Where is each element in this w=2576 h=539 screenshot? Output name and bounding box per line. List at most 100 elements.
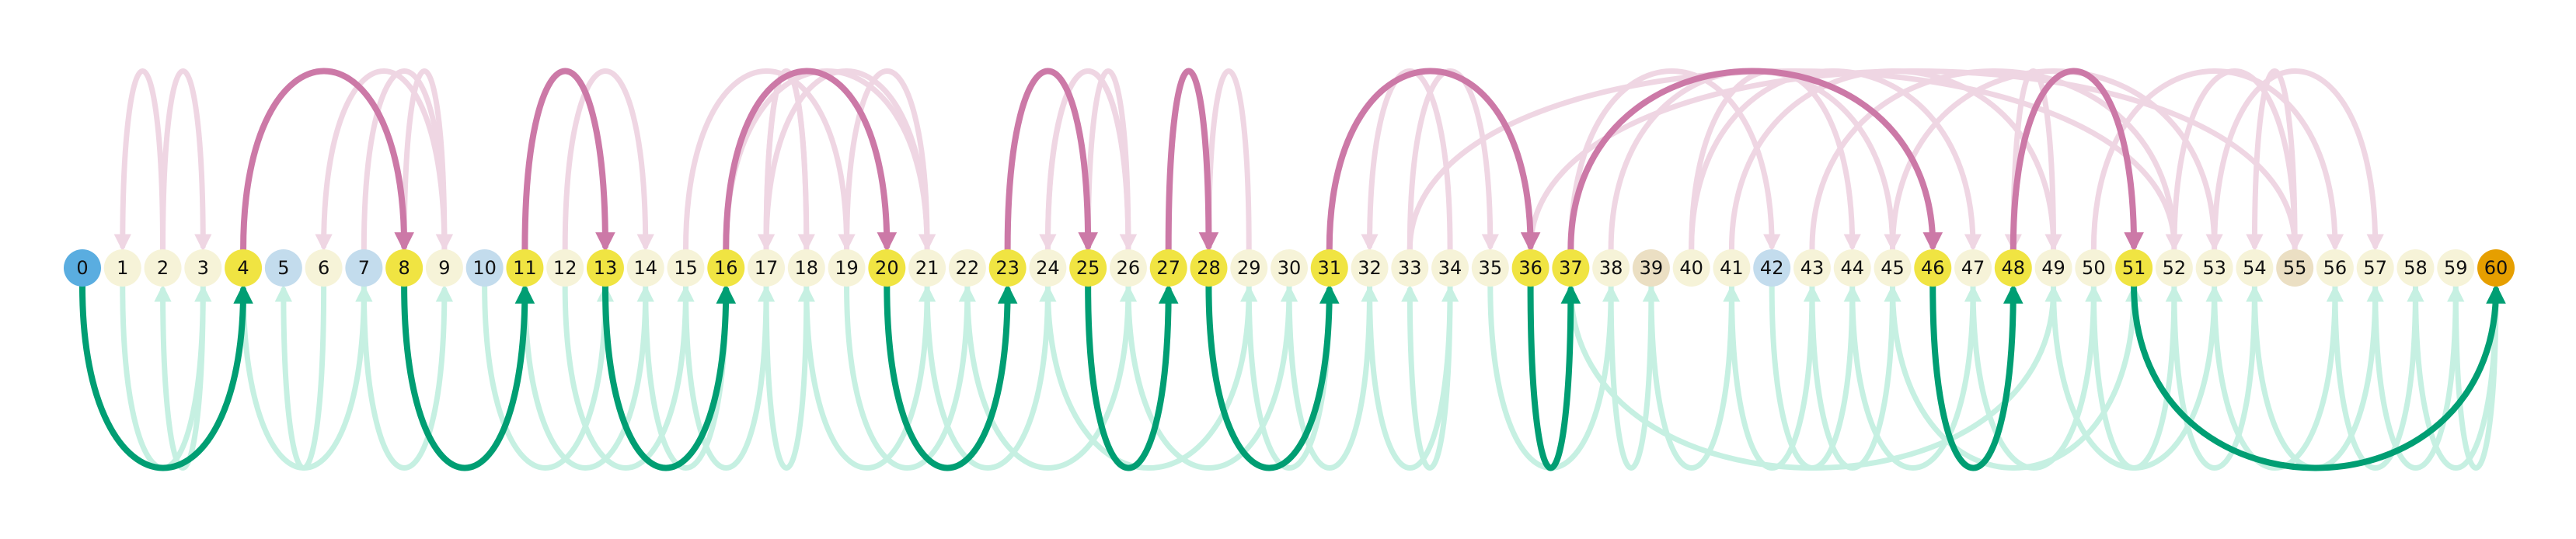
node-label-45: 45 [1881,257,1905,279]
upper-arc-37-to-46 [1567,68,1943,252]
node-16: 16 [707,249,745,287]
node-circle-34 [1431,249,1469,287]
node-11: 11 [506,249,544,287]
node-label-24: 24 [1036,257,1060,279]
node-label-5: 5 [277,257,289,279]
node-circle-14 [626,249,664,287]
node-27: 27 [1149,249,1187,287]
node-0: 0 [64,249,101,287]
upper-arc-48-to-51 [2010,68,2144,252]
node-label-52: 52 [2163,257,2187,279]
faded-upper-arc-53-to-57 [2212,68,2384,252]
faded-upper-arc-21-to-17 [757,68,930,252]
upper-arc-16-to-20 [723,68,898,252]
node-circle-0 [64,249,101,287]
node-circle-10 [465,249,504,287]
node-label-29: 29 [1237,257,1261,279]
faded-upper-arc-2-to-3 [160,68,212,252]
node-circle-8 [385,249,424,287]
lower-arc-25-to-27 [1085,283,1179,471]
node-label-25: 25 [1076,257,1100,279]
faded-lower-arc-53-to-56 [2212,283,2344,471]
lower-arc-28-to-31 [1205,283,1340,471]
node-label-3: 3 [197,257,209,279]
faded-upper-arc-8-to-9 [401,68,454,252]
faded-arcs-layer [113,68,2505,471]
node-circle-22 [948,249,986,287]
lower-arc-46-to-48 [1929,283,2024,471]
node-13: 13 [586,249,624,287]
upper-arc-27-to-28 [1165,68,1219,252]
node-circle-18 [787,249,825,287]
node-circle-30 [1271,249,1308,287]
node-6: 6 [305,249,343,287]
node-circle-13 [586,249,624,287]
faded-lower-arc-7-to-9 [361,283,454,471]
node-53: 53 [2195,249,2233,287]
node-circle-19 [828,249,866,287]
node-51: 51 [2115,249,2153,287]
node-circle-5 [264,249,302,287]
node-label-55: 55 [2283,257,2307,279]
node-25: 25 [1069,249,1107,287]
node-57: 57 [2356,249,2394,287]
node-label-47: 47 [1961,257,1985,279]
lower-arc-51-to-60 [2131,283,2506,471]
node-label-32: 32 [1358,257,1382,279]
node-33: 33 [1391,249,1429,287]
node-label-6: 6 [318,257,329,279]
node-21: 21 [908,249,946,287]
node-label-46: 46 [1921,257,1945,279]
node-circle-24 [1029,249,1067,287]
node-34: 34 [1431,249,1469,287]
faded-upper-arc-12-to-14 [562,68,654,252]
faded-upper-arc-9-to-6 [315,68,448,252]
node-46: 46 [1914,249,1952,287]
node-54: 54 [2236,249,2274,287]
faded-lower-arc-17-to-18 [763,283,815,471]
faded-upper-arc-26-to-24 [1039,68,1131,252]
node-circle-1 [103,249,141,287]
faded-lower-arc-56-to-58 [2332,283,2424,471]
node-label-33: 33 [1398,257,1422,279]
node-label-20: 20 [875,257,899,279]
node-label-34: 34 [1438,257,1462,279]
node-circle-59 [2437,249,2475,287]
active-arcs-layer [79,68,2506,471]
node-59: 59 [2437,249,2475,287]
node-circle-23 [988,249,1027,287]
node-circle-58 [2396,249,2435,287]
node-label-30: 30 [1278,257,1302,279]
faded-lower-arc-19-to-22 [844,283,977,471]
node-label-23: 23 [995,257,1020,279]
node-circle-40 [1672,249,1710,287]
node-circle-37 [1552,249,1590,287]
faded-upper-arc-29-to-28 [1200,68,1252,252]
lower-arc-20-to-23 [884,283,1018,471]
faded-upper-arc-43-to-52 [1809,68,2184,252]
faded-upper-arc-15-to-19 [683,68,856,252]
node-circle-41 [1713,249,1751,287]
node-circle-28 [1190,249,1228,287]
node-3: 3 [184,249,222,287]
node-circle-21 [908,249,946,287]
node-label-18: 18 [795,257,819,279]
faded-lower-arc-50-to-52 [2090,283,2184,471]
node-label-31: 31 [1317,257,1341,279]
node-label-56: 56 [2323,257,2348,279]
node-label-50: 50 [2082,257,2106,279]
node-circle-43 [1793,249,1831,287]
node-label-54: 54 [2243,257,2267,279]
node-1: 1 [103,249,141,287]
node-circle-27 [1149,249,1187,287]
node-43: 43 [1793,249,1831,287]
node-7: 7 [345,249,383,287]
node-circle-11 [506,249,544,287]
faded-lower-arc-38-to-39 [1608,283,1661,471]
node-label-26: 26 [1117,257,1141,279]
node-52: 52 [2155,249,2193,287]
node-circle-56 [2316,249,2354,287]
faded-lower-arc-10-to-13 [482,283,615,471]
nodes-layer: 0 1 2 3 4 5 6 7 8 9 10 11 12 13 14 15 16 17 18 19 20 21 22 23 24… [64,249,2515,287]
